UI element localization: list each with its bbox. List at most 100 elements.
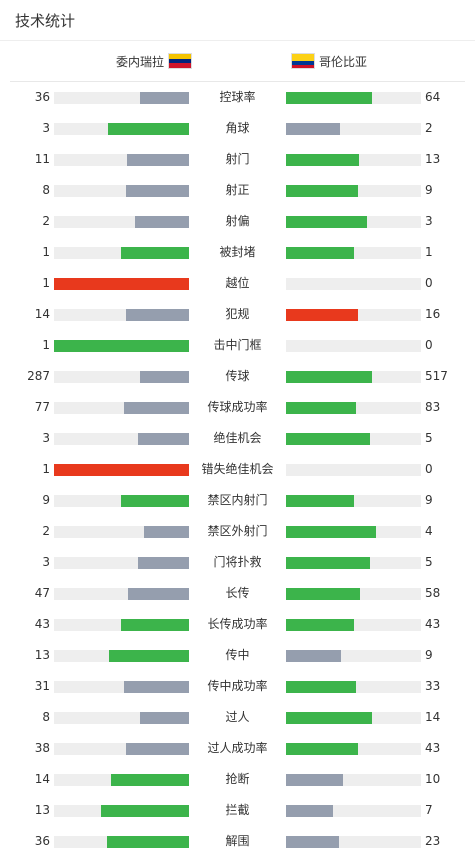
away-stat-value: 14 (425, 710, 441, 724)
home-stat-bar (54, 774, 189, 786)
home-flag-stripe-3 (169, 63, 191, 69)
away-stat-value: 23 (425, 834, 441, 848)
home-stat-value: 8 (42, 710, 50, 724)
home-team-flag-icon (168, 53, 192, 69)
home-stat-value: 3 (42, 555, 50, 569)
away-team[interactable]: 哥伦比亚 (291, 41, 367, 81)
stat-row: 9 禁区内射门 9 (0, 485, 475, 516)
home-team[interactable]: 委内瑞拉 (116, 41, 192, 81)
home-stat-bar (54, 712, 189, 724)
home-stat-bar-fill (128, 588, 189, 600)
away-stat-bar-fill (286, 123, 340, 135)
stat-label: 过人成功率 (207, 741, 268, 755)
page-title: 技术统计 (15, 11, 76, 30)
home-stat-value: 1 (42, 338, 50, 352)
away-stat-bar-fill (286, 774, 343, 786)
home-stat-value: 1 (42, 276, 50, 290)
away-stat-value: 2 (425, 121, 433, 135)
away-stat-bar-fill (286, 92, 372, 104)
home-stat-bar (54, 650, 189, 662)
away-stat-value: 58 (425, 586, 441, 600)
away-stat-bar (286, 216, 421, 228)
stat-row: 47 长传 58 (0, 578, 475, 609)
away-stat-bar-fill (286, 154, 359, 166)
away-stat-bar (286, 371, 421, 383)
away-stat-bar-fill (286, 588, 360, 600)
home-stat-bar-fill (126, 743, 189, 755)
away-stat-bar (286, 588, 421, 600)
away-stat-value: 1 (425, 245, 433, 259)
away-stat-value: 33 (425, 679, 441, 693)
stat-row: 31 传中成功率 33 (0, 671, 475, 702)
home-stat-bar (54, 340, 189, 352)
home-stat-bar (54, 123, 189, 135)
home-stat-bar-fill (109, 650, 189, 662)
stat-label: 禁区外射门 (207, 524, 268, 538)
home-stat-bar-fill (126, 309, 189, 321)
home-stat-bar (54, 278, 189, 290)
away-stat-value: 16 (425, 307, 441, 321)
stat-row: 1 击中门框 0 (0, 330, 475, 361)
home-stat-value: 8 (42, 183, 50, 197)
home-stat-value: 38 (34, 741, 50, 755)
home-stat-value: 3 (42, 121, 50, 135)
stat-row: 38 过人成功率 43 (0, 733, 475, 764)
away-stat-bar-fill (286, 650, 341, 662)
teams-bar: 委内瑞拉 哥伦比亚 (10, 41, 465, 82)
home-stat-bar (54, 743, 189, 755)
home-stat-bar (54, 92, 189, 104)
home-stat-value: 77 (34, 400, 50, 414)
home-stat-bar (54, 805, 189, 817)
away-stat-bar (286, 743, 421, 755)
away-stat-bar (286, 774, 421, 786)
home-stat-value: 1 (42, 245, 50, 259)
home-stat-bar-fill (138, 557, 189, 569)
stat-row: 287 传球 517 (0, 361, 475, 392)
away-stat-value: 5 (425, 555, 433, 569)
home-stat-bar-fill (135, 216, 189, 228)
away-stat-bar-fill (286, 185, 358, 197)
home-stat-value: 11 (34, 152, 50, 166)
home-stat-value: 3 (42, 431, 50, 445)
away-stat-value: 517 (425, 369, 448, 383)
away-stat-bar (286, 433, 421, 445)
home-stat-value: 1 (42, 462, 50, 476)
home-stat-value: 2 (42, 524, 50, 538)
away-stat-bar (286, 247, 421, 259)
away-stat-bar (286, 309, 421, 321)
away-stat-value: 9 (425, 493, 433, 507)
home-stat-bar-fill (138, 433, 189, 445)
home-stat-value: 14 (34, 772, 50, 786)
home-stat-bar-fill (121, 619, 189, 631)
stat-row: 36 控球率 64 (0, 82, 475, 113)
home-stat-bar (54, 836, 189, 848)
home-stat-value: 36 (34, 834, 50, 848)
home-stat-bar-fill (124, 681, 189, 693)
away-stat-bar-fill (286, 743, 358, 755)
away-flag-stripe-2 (292, 61, 314, 65)
home-stat-bar-fill (108, 123, 189, 135)
home-stat-bar (54, 433, 189, 445)
stat-label: 射正 (225, 183, 250, 197)
away-stat-bar-fill (286, 557, 370, 569)
stat-row: 14 犯规 16 (0, 299, 475, 330)
away-stat-bar (286, 805, 421, 817)
home-stat-bar (54, 681, 189, 693)
stat-label: 长传 (225, 586, 250, 600)
stat-row: 3 角球 2 (0, 113, 475, 144)
away-stat-bar-fill (286, 433, 370, 445)
stat-label: 越位 (225, 276, 250, 290)
stat-row: 77 传球成功率 83 (0, 392, 475, 423)
away-stat-bar (286, 836, 421, 848)
away-stat-bar-fill (286, 402, 356, 414)
stat-label: 门将扑救 (213, 555, 262, 569)
away-stat-bar-fill (286, 495, 354, 507)
stat-row: 1 被封堵 1 (0, 237, 475, 268)
home-stat-value: 13 (34, 648, 50, 662)
away-stat-bar (286, 712, 421, 724)
home-stat-value: 2 (42, 214, 50, 228)
away-stat-value: 43 (425, 741, 441, 755)
away-team-name: 哥伦比亚 (319, 54, 368, 69)
home-stat-value: 36 (34, 90, 50, 104)
away-stat-bar-fill (286, 309, 358, 321)
